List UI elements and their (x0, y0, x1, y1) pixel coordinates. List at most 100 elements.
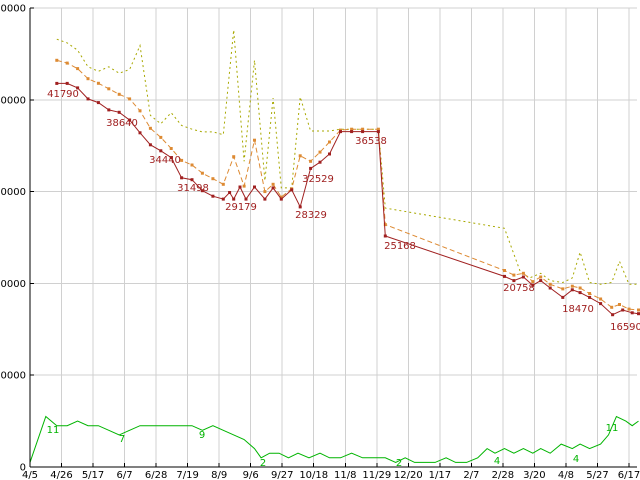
x-axis-tick-label: 2/28 (492, 470, 514, 480)
series-min-price-marker (128, 118, 132, 122)
annotation-count-value: 4 (494, 456, 500, 467)
series-min-price-marker (361, 130, 365, 134)
series-min-price-marker (96, 101, 100, 105)
series-min-price-marker (169, 156, 173, 160)
series-min-price-marker (578, 291, 582, 295)
series-min-price-marker (211, 194, 215, 198)
series-min-price-marker (148, 143, 152, 147)
series-avg-price-marker (180, 158, 184, 162)
annotation-min-price-value: 34440 (149, 155, 181, 166)
annotation-min-price-value: 41790 (47, 89, 79, 100)
x-axis-tick-label: 6/28 (145, 470, 167, 480)
series-avg-price-marker (578, 286, 582, 290)
series-avg-price-marker (328, 140, 331, 144)
series-avg-price-marker (271, 182, 275, 186)
annotation-min-price-value: 20758 (503, 283, 535, 294)
series-avg-price-marker (279, 195, 283, 199)
series-avg-price-marker (107, 87, 111, 91)
series-avg-price-marker (221, 182, 225, 186)
x-axis-tick-label: 8/9 (211, 470, 227, 480)
series-avg-price-marker (242, 184, 246, 188)
y-axis-tick-label: 30000 (0, 187, 26, 198)
x-axis-tick-label: 4/26 (50, 470, 72, 480)
series-min-price-marker (588, 295, 592, 299)
x-axis-tick-label: 9/6 (243, 470, 259, 480)
series-avg-price-marker (211, 177, 215, 181)
series-avg-price-marker (55, 58, 59, 62)
x-axis-tick-label: 11/29 (362, 470, 391, 480)
series-min-price-marker (107, 108, 111, 112)
series-avg-price-marker (548, 282, 552, 286)
series-min-price-marker (86, 97, 90, 101)
y-axis-tick-label: 20000 (0, 279, 26, 290)
series-avg-price-marker (128, 97, 132, 101)
series-avg-price-marker (512, 273, 516, 277)
series-min-price-marker (539, 279, 543, 283)
series-min-price-marker (290, 188, 294, 192)
annotation-min-price-value: 32529 (302, 174, 334, 185)
series-avg-price-marker (599, 297, 603, 301)
series-min-price-marker (309, 166, 313, 170)
series-min-price-marker (271, 186, 275, 190)
annotation-count-value: 2 (260, 458, 266, 469)
series-avg-price-marker (570, 284, 574, 288)
annotation-min-price-value: 16590 (610, 322, 640, 333)
annotation-count-value: 9 (199, 430, 205, 441)
series-avg-price-marker (138, 109, 142, 113)
annotation-min-price-value: 18470 (562, 304, 594, 315)
series-avg-price-marker (588, 292, 592, 295)
series-min-price-marker (159, 149, 163, 153)
series-min-price-marker (253, 185, 256, 189)
series-avg-price-marker (190, 163, 194, 167)
series-min-price-marker (279, 197, 283, 201)
series-avg-price-marker (263, 190, 267, 194)
annotation-min-price-value: 38640 (106, 118, 138, 129)
series-avg-price-marker (503, 269, 506, 272)
series-avg-price-marker (200, 171, 204, 175)
series-avg-price-marker (253, 138, 256, 142)
annotation-min-price-value: 28329 (295, 210, 327, 221)
series-avg-price-marker (361, 127, 365, 131)
series-avg-price-marker (96, 81, 100, 85)
annotation-min-price-value: 25168 (384, 241, 416, 252)
series-min-price-marker (228, 191, 232, 194)
series-avg-price-marker (383, 223, 387, 227)
x-axis-tick-label: 2/7 (463, 470, 479, 480)
x-axis-tick-label: 1/17 (429, 470, 451, 480)
series-min-price-marker (621, 308, 625, 312)
annotation-min-price-value: 29179 (225, 202, 257, 213)
annotation-count-value: 11 (47, 425, 60, 436)
series-avg-price-marker (521, 271, 525, 275)
series-min-price-marker (599, 302, 603, 306)
series-avg-price-marker (610, 305, 614, 309)
annotation-count-value: 2 (396, 458, 402, 469)
series-min-price-marker (531, 283, 535, 287)
x-axis-tick-label: 11/8 (334, 470, 356, 480)
x-axis-tick-label: 9/27 (271, 470, 293, 480)
series-min-price-marker (570, 288, 574, 292)
series-avg-price-marker (637, 308, 640, 312)
series-avg-price-marker (148, 126, 152, 130)
x-axis-tick-label: 5/17 (82, 470, 104, 480)
series-min-price-marker (190, 178, 194, 182)
y-axis-tick-label: 40000 (0, 95, 26, 106)
x-axis-tick-label: 12/20 (394, 470, 423, 480)
series-min-price-marker (238, 185, 242, 189)
series-avg-price-marker (232, 155, 236, 159)
series-min-price-marker (244, 197, 248, 201)
series-min-price-marker (630, 311, 634, 315)
series-avg-price-marker (539, 275, 543, 279)
series-min-price-marker (138, 131, 142, 135)
series-min-price-marker (232, 197, 236, 201)
x-axis-tick-label: 10/18 (299, 470, 328, 480)
series-count-line (29, 415, 639, 463)
series-min-price-marker (548, 286, 552, 290)
annotation-min-price-value: 36538 (355, 136, 387, 147)
series-avg-price-marker (309, 159, 313, 163)
series-avg-price-line (56, 59, 639, 311)
series-avg-price-marker (76, 67, 80, 71)
y-axis-tick-label: 0 (20, 463, 26, 474)
series-avg-price-marker (350, 127, 354, 131)
